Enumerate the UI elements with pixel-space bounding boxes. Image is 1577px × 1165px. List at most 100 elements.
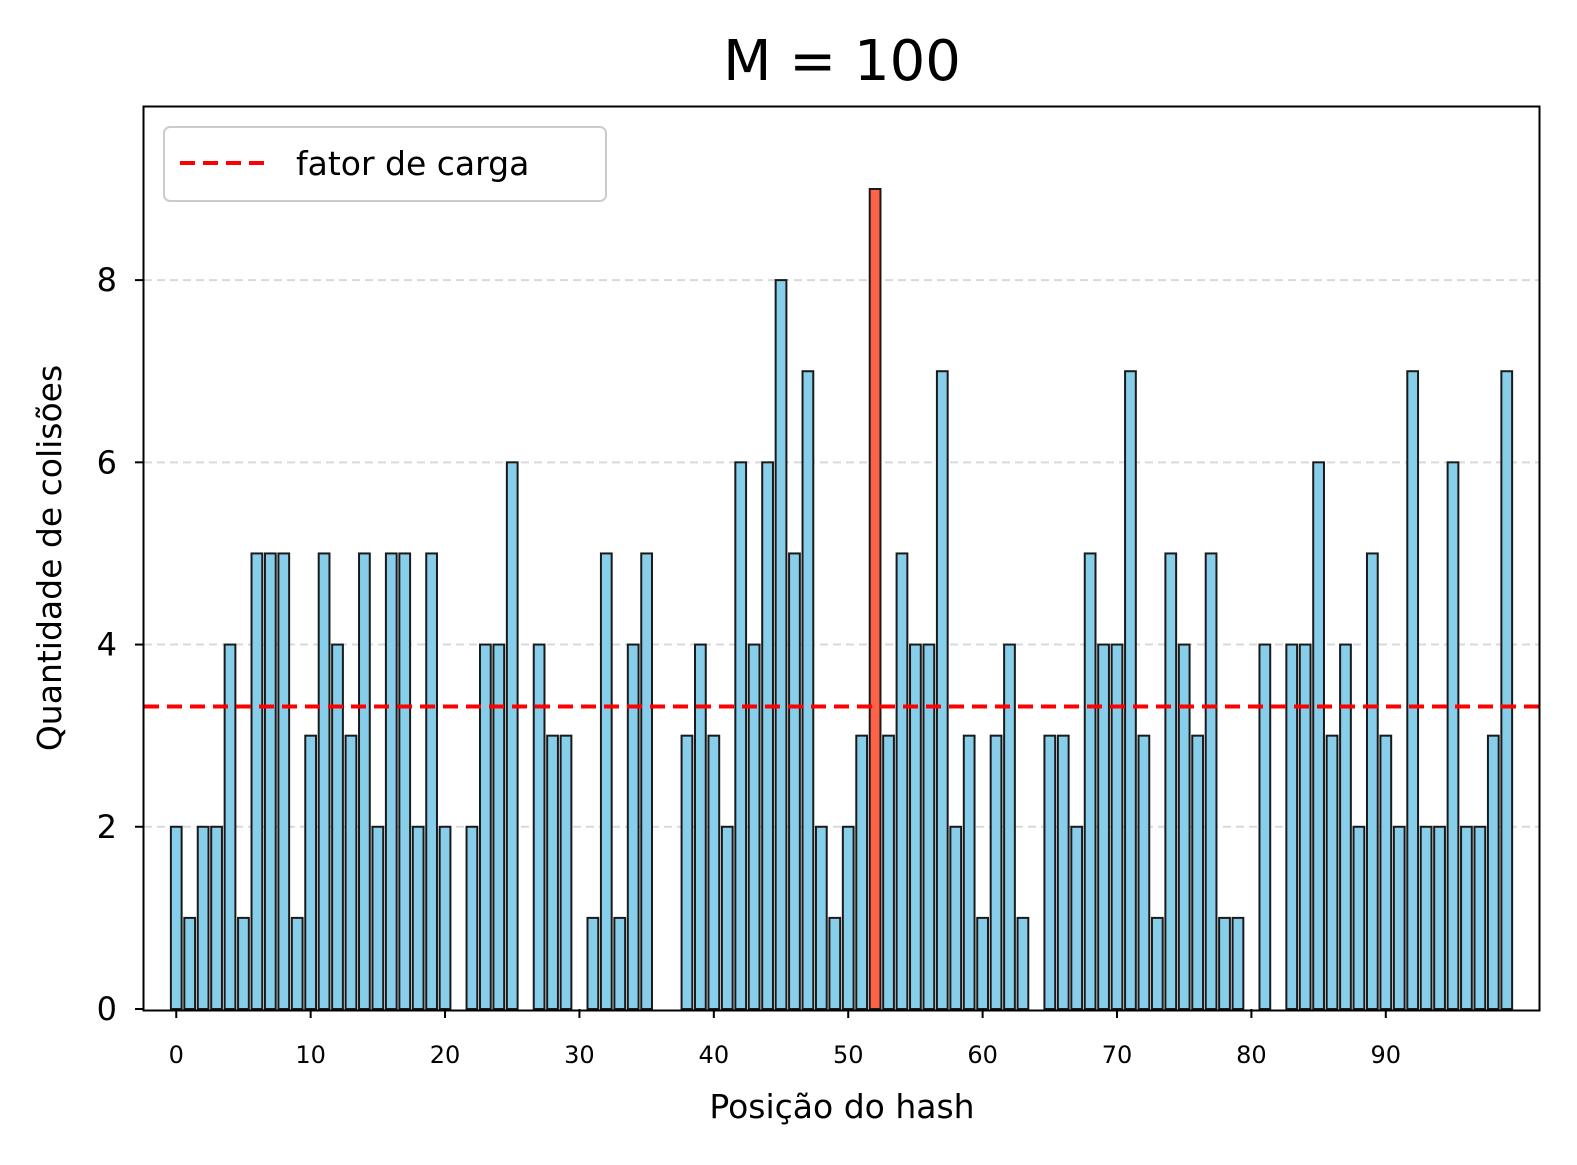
- bar: [1070, 825, 1084, 1010]
- y-tick-label: 4: [97, 626, 117, 664]
- bar: [976, 916, 989, 1011]
- bar: [237, 916, 250, 1011]
- bar: [169, 825, 183, 1010]
- bar: [1460, 825, 1473, 1010]
- bar: [1500, 370, 1514, 1010]
- bar: [1137, 734, 1151, 1011]
- bar: [210, 825, 223, 1010]
- bar: [358, 552, 371, 1010]
- bar: [1016, 916, 1030, 1011]
- bar: [1164, 552, 1178, 1010]
- bar: [1365, 552, 1379, 1010]
- bar: [371, 825, 385, 1010]
- bar: [801, 370, 815, 1010]
- bar: [317, 552, 331, 1010]
- y-tick-label: 0: [97, 990, 117, 1028]
- legend-box: [163, 126, 607, 202]
- bar: [720, 825, 734, 1010]
- bar: [465, 825, 479, 1010]
- bar: [680, 734, 694, 1011]
- bar: [734, 461, 748, 1011]
- bar: [1177, 643, 1191, 1010]
- x-tick-label: 0: [169, 1041, 184, 1069]
- y-tick-label: 2: [97, 808, 117, 846]
- bar: [398, 552, 412, 1010]
- bar: [1204, 552, 1218, 1010]
- bar: [1056, 734, 1070, 1011]
- bar: [1043, 734, 1057, 1011]
- bar: [640, 552, 654, 1010]
- y-axis-ticks: 0 2 4 6 8: [97, 261, 144, 1028]
- bar: [1097, 643, 1110, 1010]
- bar: [895, 552, 909, 1010]
- bar: [1191, 734, 1205, 1011]
- bar: [1433, 825, 1446, 1010]
- bar: [586, 916, 600, 1011]
- bar: [1124, 370, 1137, 1010]
- bar: [1083, 552, 1097, 1010]
- bar: [707, 734, 721, 1011]
- bar: [949, 825, 963, 1010]
- bar: [1258, 643, 1272, 1010]
- bar: [761, 461, 774, 1011]
- bar: [304, 734, 318, 1011]
- bar: [532, 643, 546, 1010]
- bar: [438, 825, 452, 1010]
- bar: [546, 734, 559, 1011]
- bar: [922, 643, 936, 1010]
- bar: [1218, 916, 1231, 1011]
- bar: [626, 643, 640, 1010]
- bar: [1406, 370, 1420, 1010]
- bar: [425, 552, 438, 1010]
- bar: [814, 825, 828, 1010]
- bar: [344, 734, 358, 1011]
- bar: [1339, 643, 1352, 1010]
- bar: [277, 552, 291, 1010]
- x-tick-label: 30: [564, 1041, 595, 1069]
- bar: [331, 643, 344, 1010]
- bar: [788, 552, 801, 1010]
- bar: [1150, 916, 1164, 1011]
- x-tick-label: 20: [430, 1041, 461, 1069]
- legend-label: fator de carga: [296, 144, 529, 183]
- bar: [747, 643, 761, 1010]
- bar: [250, 552, 264, 1010]
- x-tick-label: 10: [295, 1041, 326, 1069]
- bar: [613, 916, 627, 1011]
- bar: [1419, 825, 1433, 1010]
- x-tick-label: 90: [1371, 1041, 1402, 1069]
- x-tick-label: 70: [1102, 1041, 1133, 1069]
- bar: [599, 552, 613, 1010]
- y-tick-label: 6: [97, 443, 117, 481]
- bar: [1352, 825, 1366, 1010]
- bar: [828, 916, 842, 1011]
- bar: [1003, 643, 1016, 1010]
- y-tick-label: 8: [97, 261, 117, 299]
- bar: [962, 734, 976, 1011]
- bar: [478, 643, 492, 1010]
- bar: [263, 552, 277, 1010]
- bar: [384, 552, 398, 1010]
- bar: [492, 643, 506, 1010]
- bar: [694, 643, 707, 1010]
- bar: [411, 825, 425, 1010]
- bar: [1379, 734, 1393, 1011]
- bar: [505, 461, 519, 1011]
- bar: [290, 916, 304, 1011]
- x-tick-label: 50: [833, 1041, 864, 1069]
- bar: [1312, 461, 1325, 1011]
- chart-title: M = 100: [723, 29, 961, 94]
- x-tick-label: 40: [699, 1041, 730, 1069]
- bar: [183, 916, 197, 1011]
- bar: [223, 643, 237, 1010]
- bar: [559, 734, 573, 1011]
- bar: [935, 370, 949, 1010]
- bar: [774, 279, 788, 1011]
- bar: [1392, 825, 1406, 1010]
- bar: [1486, 734, 1500, 1011]
- bars: [169, 188, 1514, 1011]
- bar: [1446, 461, 1460, 1011]
- bar: [841, 825, 855, 1010]
- x-axis-ticks: 0 10 20 30 40 50 60 70 80 90: [169, 1009, 1401, 1069]
